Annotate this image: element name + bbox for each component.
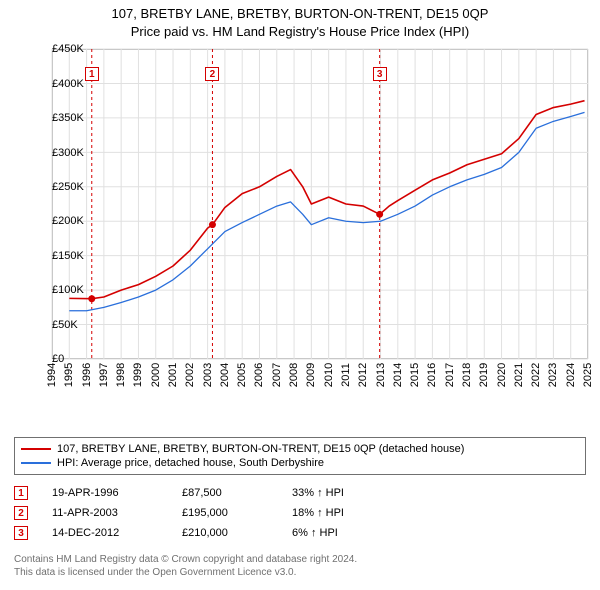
transaction-row: 1 19-APR-1996£87,50033% ↑ HPI xyxy=(14,483,586,503)
x-axis-label: 2005 xyxy=(236,363,248,387)
x-axis-label: 2000 xyxy=(150,363,162,387)
legend-label: HPI: Average price, detached house, Sout… xyxy=(57,457,324,469)
transaction-marker: 2 xyxy=(14,506,28,520)
transaction-price: £210,000 xyxy=(182,527,292,539)
transaction-date: 11-APR-2003 xyxy=(52,507,182,519)
x-axis-label: 2009 xyxy=(305,363,317,387)
legend-item: HPI: Average price, detached house, Sout… xyxy=(21,456,579,470)
x-axis-label: 2021 xyxy=(513,363,525,387)
chart-title: 107, BRETBY LANE, BRETBY, BURTON-ON-TREN… xyxy=(8,6,592,22)
x-axis-label: 2002 xyxy=(184,363,196,387)
transaction-date: 14-DEC-2012 xyxy=(52,527,182,539)
transaction-marker: 3 xyxy=(14,526,28,540)
chart-svg xyxy=(8,45,592,395)
attribution-footer: Contains HM Land Registry data © Crown c… xyxy=(14,553,586,579)
x-axis-label: 2004 xyxy=(219,363,231,387)
x-axis-label: 2017 xyxy=(444,363,456,387)
x-axis-label: 2015 xyxy=(409,363,421,387)
x-axis-label: 2007 xyxy=(271,363,283,387)
x-axis-label: 2011 xyxy=(340,363,352,387)
x-axis-label: 2013 xyxy=(375,363,387,387)
transaction-marker-2: 2 xyxy=(205,67,219,81)
x-axis-label: 2016 xyxy=(426,363,438,387)
x-axis-label: 2018 xyxy=(461,363,473,387)
legend-item: 107, BRETBY LANE, BRETBY, BURTON-ON-TREN… xyxy=(21,442,579,456)
transaction-delta: 6% ↑ HPI xyxy=(292,527,338,539)
legend-label: 107, BRETBY LANE, BRETBY, BURTON-ON-TREN… xyxy=(57,443,464,455)
x-axis-label: 2019 xyxy=(478,363,490,387)
transaction-date: 19-APR-1996 xyxy=(52,487,182,499)
x-axis-label: 2025 xyxy=(582,363,594,387)
legend-swatch xyxy=(21,448,51,450)
x-axis-label: 2014 xyxy=(392,363,404,387)
x-axis-label: 2023 xyxy=(547,363,559,387)
x-axis-label: 1999 xyxy=(132,363,144,387)
transaction-delta: 18% ↑ HPI xyxy=(292,507,344,519)
footer-line: This data is licensed under the Open Gov… xyxy=(14,566,586,579)
transaction-marker-1: 1 xyxy=(85,67,99,81)
x-axis-label: 1995 xyxy=(63,363,75,387)
x-axis-label: 2003 xyxy=(202,363,214,387)
x-axis-label: 2010 xyxy=(323,363,335,387)
x-axis-label: 2024 xyxy=(565,363,577,387)
x-axis-label: 2022 xyxy=(530,363,542,387)
x-axis-label: 2020 xyxy=(496,363,508,387)
chart-subtitle: Price paid vs. HM Land Registry's House … xyxy=(8,24,592,40)
x-axis-label: 2008 xyxy=(288,363,300,387)
transaction-price: £87,500 xyxy=(182,487,292,499)
series-line xyxy=(69,101,584,299)
footer-line: Contains HM Land Registry data © Crown c… xyxy=(14,553,586,566)
root-container: 107, BRETBY LANE, BRETBY, BURTON-ON-TREN… xyxy=(0,0,600,590)
line-chart: £0£50K£100K£150K£200K£250K£300K£350K£400… xyxy=(8,45,592,395)
transaction-list: 1 19-APR-1996£87,50033% ↑ HPI 2 11-APR-2003… xyxy=(14,483,586,543)
x-axis-label: 1998 xyxy=(115,363,127,387)
transaction-marker: 1 xyxy=(14,486,28,500)
x-axis-label: 1994 xyxy=(46,363,58,387)
x-axis-label: 2001 xyxy=(167,363,179,387)
transaction-delta: 33% ↑ HPI xyxy=(292,487,344,499)
x-axis-label: 1996 xyxy=(81,363,93,387)
transaction-marker-3: 3 xyxy=(373,67,387,81)
legend-swatch xyxy=(21,462,51,464)
x-axis-label: 2012 xyxy=(357,363,369,387)
transaction-row: 2 11-APR-2003£195,00018% ↑ HPI xyxy=(14,503,586,523)
x-axis-label: 2006 xyxy=(253,363,265,387)
transaction-row: 3 14-DEC-2012£210,0006% ↑ HPI xyxy=(14,523,586,543)
transaction-price: £195,000 xyxy=(182,507,292,519)
x-axis-label: 1997 xyxy=(98,363,110,387)
legend: 107, BRETBY LANE, BRETBY, BURTON-ON-TREN… xyxy=(14,437,586,475)
